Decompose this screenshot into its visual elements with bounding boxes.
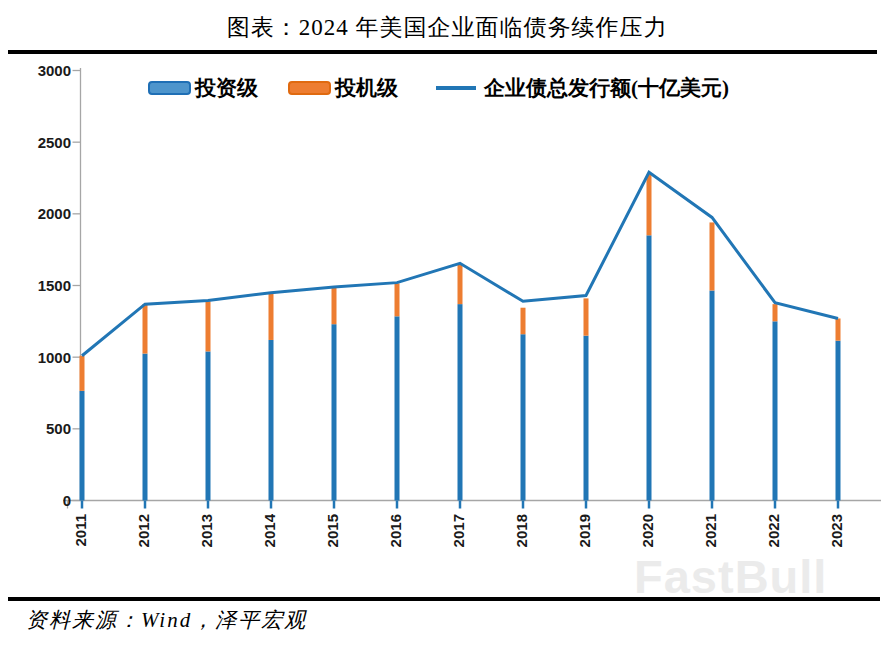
data-source-note: 资料来源：Wind，泽平宏观 <box>26 606 307 634</box>
bar-investment-grade-2012 <box>143 354 148 501</box>
bar-speculative-grade-2020 <box>647 174 652 235</box>
chart-legend: 投资级 投机级 企业债总发行额(十亿美元) <box>148 74 729 102</box>
x-axis-label-2023: 2023 <box>828 514 845 547</box>
bar-investment-grade-2023 <box>836 341 841 501</box>
bar-speculative-grade-2019 <box>584 298 589 335</box>
y-axis-tick-label-0: 0 <box>63 492 71 509</box>
bar-investment-grade-2011 <box>80 391 85 501</box>
speculative-grade-swatch-icon <box>288 81 331 95</box>
y-axis-tick-label-1000: 1000 <box>38 349 71 366</box>
x-axis-label-2021: 2021 <box>702 514 719 547</box>
x-axis-label-2014: 2014 <box>261 513 278 547</box>
x-axis-label-2015: 2015 <box>324 514 341 547</box>
x-axis-label-2017: 2017 <box>450 514 467 547</box>
bar-speculative-grade-2013 <box>206 301 211 351</box>
legend-label-total-issuance: 企业债总发行额(十亿美元) <box>484 74 729 102</box>
bar-investment-grade-2018 <box>521 334 526 500</box>
bar-investment-grade-2020 <box>647 235 652 500</box>
x-axis-label-2011: 2011 <box>72 514 89 547</box>
bar-investment-grade-2016 <box>395 316 400 500</box>
y-axis-tick-label-3000: 3000 <box>38 62 71 79</box>
bar-investment-grade-2021 <box>710 291 715 501</box>
x-axis-label-2013: 2013 <box>198 514 215 547</box>
bar-speculative-grade-2023 <box>836 318 841 340</box>
bar-investment-grade-2015 <box>332 324 337 500</box>
total-issuance-line-icon <box>436 86 476 90</box>
x-axis-label-2012: 2012 <box>135 514 152 547</box>
bar-investment-grade-2017 <box>458 304 463 500</box>
y-axis-tick-label-2500: 2500 <box>38 134 71 151</box>
y-axis-tick-label-500: 500 <box>46 420 71 437</box>
bar-speculative-grade-2012 <box>143 304 148 353</box>
bar-investment-grade-2022 <box>773 321 778 500</box>
x-axis-label-2018: 2018 <box>513 514 530 547</box>
legend-label-investment-grade: 投资级 <box>195 74 258 102</box>
legend-item-total-issuance: 企业债总发行额(十亿美元) <box>436 74 729 102</box>
bar-speculative-grade-2014 <box>269 292 274 340</box>
y-axis-tick-label-1500: 1500 <box>38 277 71 294</box>
bar-speculative-grade-2011 <box>80 356 85 391</box>
bar-speculative-grade-2016 <box>395 283 400 316</box>
bar-speculative-grade-2017 <box>458 264 463 304</box>
bar-speculative-grade-2021 <box>710 222 715 290</box>
x-axis-label-2020: 2020 <box>639 514 656 547</box>
bar-investment-grade-2013 <box>206 351 211 500</box>
bar-investment-grade-2019 <box>584 336 589 501</box>
x-axis-label-2016: 2016 <box>387 514 404 547</box>
x-axis-label-2022: 2022 <box>765 514 782 547</box>
investment-grade-swatch-icon <box>148 81 191 95</box>
chart-page: 图表：2024 年美国企业面临债务续作压力 FastBull 050010001… <box>0 0 894 645</box>
legend-label-speculative-grade: 投机级 <box>335 74 398 102</box>
legend-item-investment-grade: 投资级 <box>148 74 258 102</box>
bar-speculative-grade-2015 <box>332 287 337 324</box>
bar-speculative-grade-2022 <box>773 304 778 321</box>
legend-item-speculative-grade: 投机级 <box>288 74 398 102</box>
bar-investment-grade-2014 <box>269 340 274 501</box>
bar-speculative-grade-2018 <box>521 308 526 335</box>
x-axis-label-2019: 2019 <box>576 514 593 547</box>
y-axis-tick-label-2000: 2000 <box>38 205 71 222</box>
